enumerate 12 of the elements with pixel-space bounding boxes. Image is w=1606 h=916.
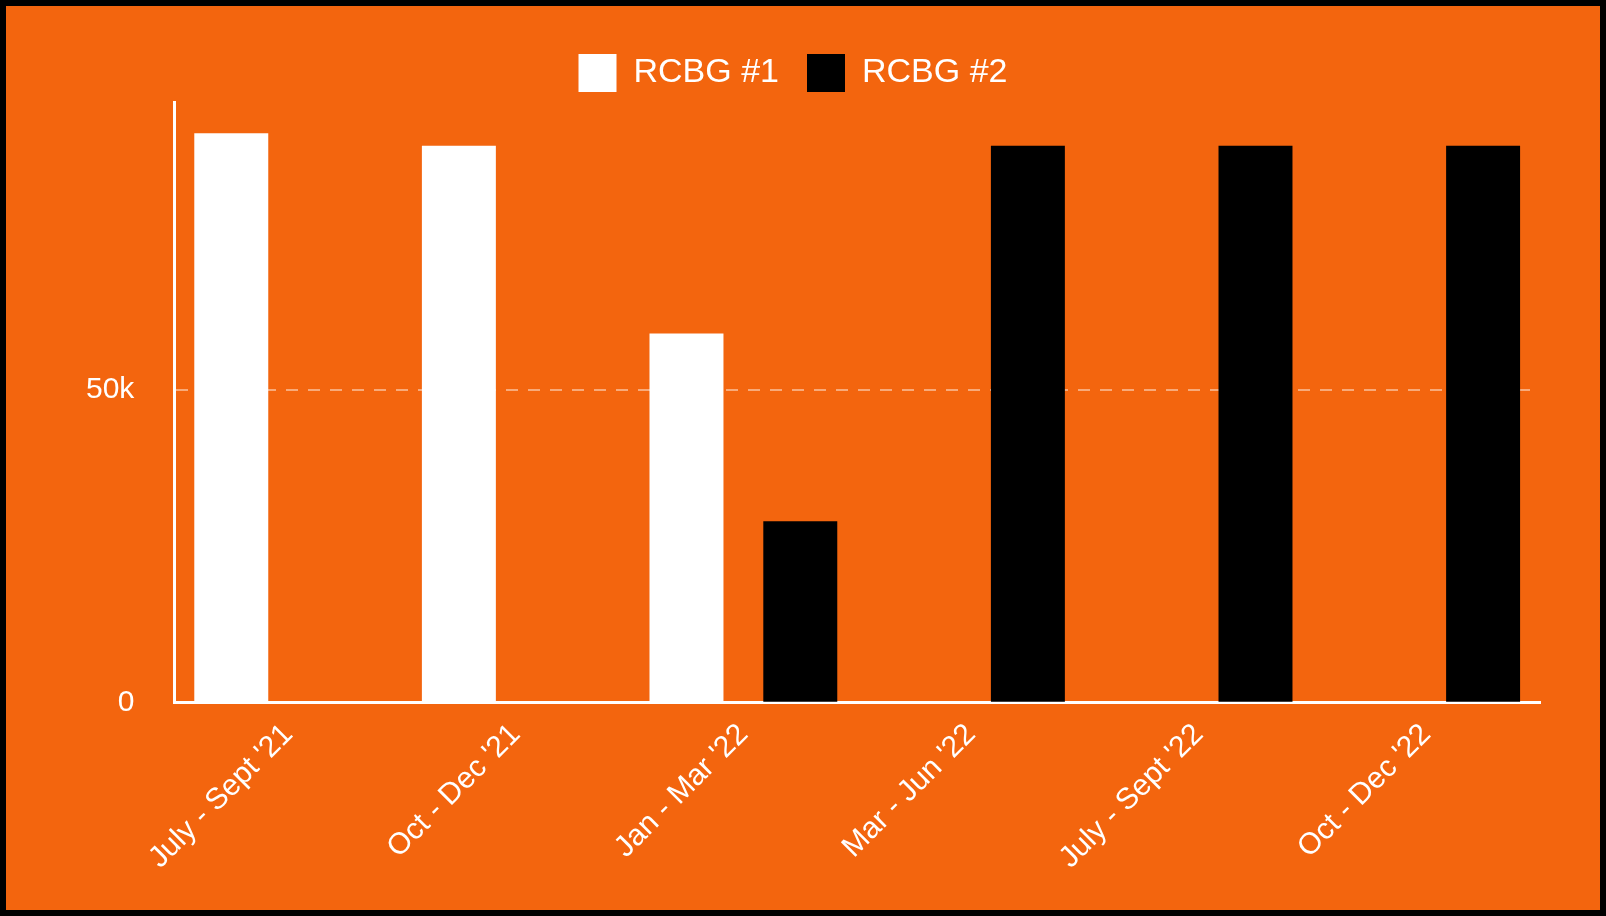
bar	[763, 521, 838, 702]
y-tick-label: 0	[117, 684, 135, 718]
bar	[1218, 145, 1293, 702]
x-tick-label: Jan - Mar '22	[607, 716, 754, 863]
x-tick-label: Mar - Jun '22	[834, 716, 982, 863]
legend-label: RCBG #1	[633, 51, 779, 90]
x-tick-label: Oct - Dec '22	[1289, 716, 1437, 863]
bar	[1446, 145, 1521, 702]
x-tick-label: Oct - Dec '21	[379, 716, 526, 863]
bar	[990, 145, 1065, 702]
legend-label: RCBG #2	[862, 51, 1008, 90]
y-tick-label: 50k	[85, 371, 136, 405]
